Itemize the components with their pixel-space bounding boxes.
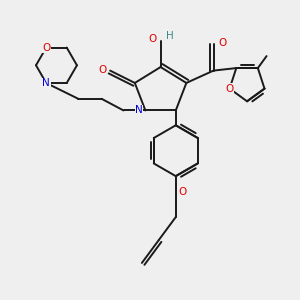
Text: N: N (135, 106, 143, 116)
Text: O: O (179, 188, 187, 197)
Text: O: O (149, 34, 157, 44)
Text: O: O (226, 84, 234, 94)
Text: N: N (42, 78, 50, 88)
Text: H: H (166, 32, 173, 41)
Text: O: O (42, 43, 50, 52)
Text: O: O (98, 65, 106, 75)
Text: O: O (219, 38, 227, 48)
